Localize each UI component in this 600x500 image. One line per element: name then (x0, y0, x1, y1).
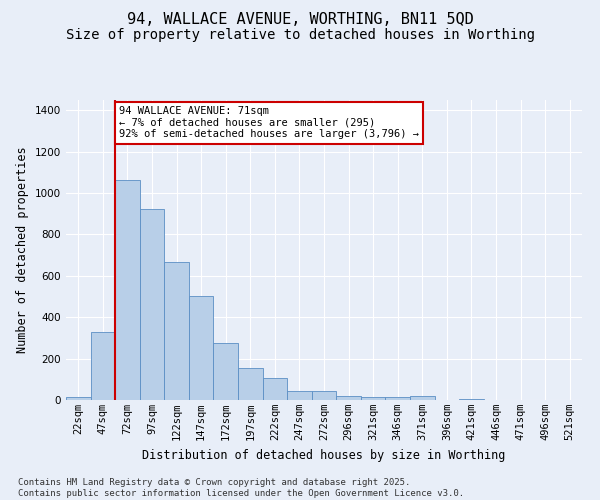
Y-axis label: Number of detached properties: Number of detached properties (16, 146, 29, 354)
Bar (164, 262, 189, 400)
Bar (238, 368, 263, 400)
Bar (336, 396, 361, 400)
Bar (361, 397, 385, 400)
Bar (312, 390, 336, 400)
X-axis label: Distribution of detached houses by size in Worthing: Distribution of detached houses by size … (142, 448, 506, 462)
Bar (410, 396, 434, 400)
Bar (189, 296, 214, 400)
Text: Size of property relative to detached houses in Worthing: Size of property relative to detached ho… (65, 28, 535, 42)
Text: 94, WALLACE AVENUE, WORTHING, BN11 5QD: 94, WALLACE AVENUE, WORTHING, BN11 5QD (127, 12, 473, 28)
Bar (115, 180, 140, 400)
Bar (66, 397, 91, 400)
Text: 94 WALLACE AVENUE: 71sqm
← 7% of detached houses are smaller (295)
92% of semi-d: 94 WALLACE AVENUE: 71sqm ← 7% of detache… (119, 106, 419, 140)
Bar (91, 332, 115, 400)
Bar (263, 378, 287, 400)
Bar (385, 397, 410, 400)
Bar (214, 343, 238, 400)
Text: Contains HM Land Registry data © Crown copyright and database right 2025.
Contai: Contains HM Land Registry data © Crown c… (18, 478, 464, 498)
Bar (140, 208, 164, 400)
Bar (459, 399, 484, 400)
Bar (287, 390, 312, 400)
